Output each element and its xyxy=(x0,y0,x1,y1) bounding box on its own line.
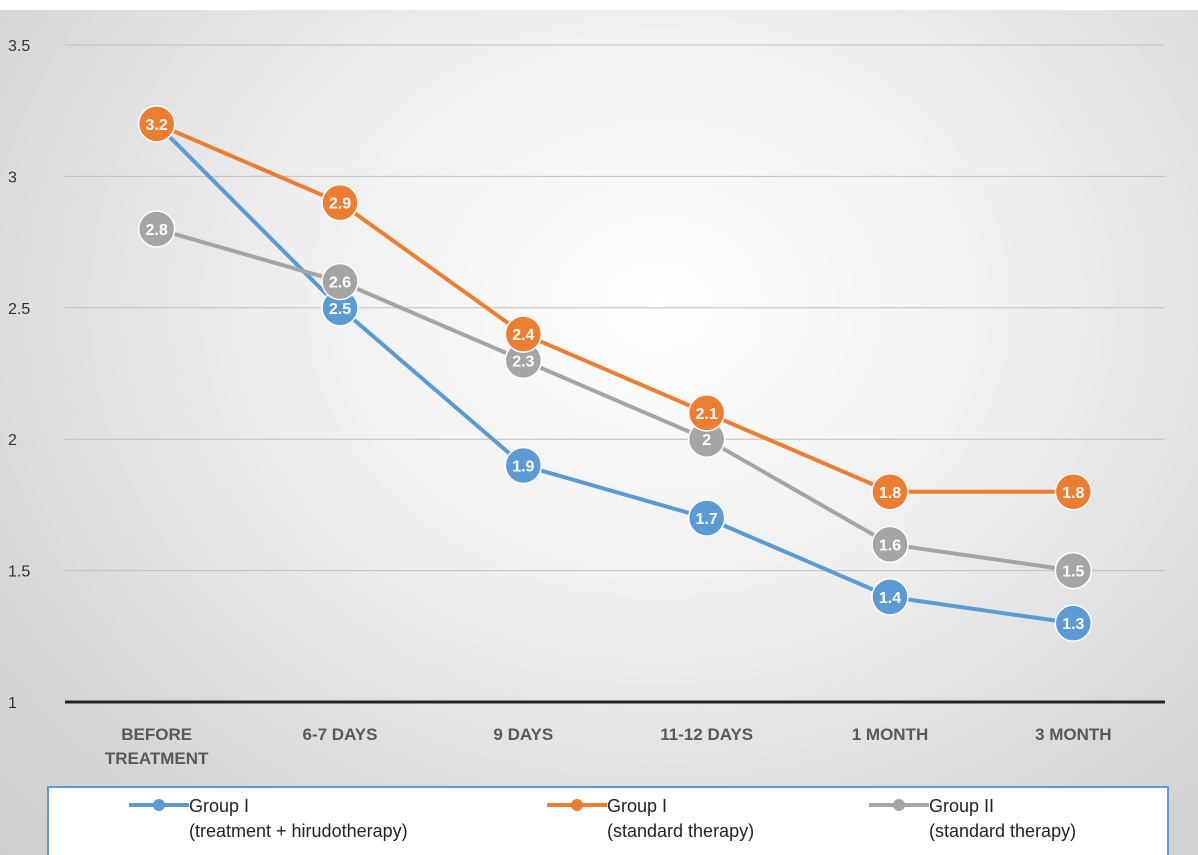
data-point-gray xyxy=(321,262,359,301)
data-label-orange: 1.8 xyxy=(1062,485,1084,502)
data-point-orange xyxy=(504,315,543,353)
y-tick-label: 2 xyxy=(8,432,17,449)
legend-marker-orange xyxy=(547,799,607,811)
data-label-gray: 1.6 xyxy=(879,537,901,554)
legend: Group I (treatment + hirudotherapy) Grou… xyxy=(47,786,1169,855)
y-tick-label: 1.5 xyxy=(8,564,30,581)
data-label-gray: 2.3 xyxy=(512,353,534,370)
data-point-orange xyxy=(137,105,176,143)
data-label-orange: 3.2 xyxy=(146,117,168,134)
data-label-gray: 1.5 xyxy=(1062,564,1084,581)
x-tick-label: 9 DAYS xyxy=(493,725,553,744)
legend-label-line2: (standard therapy) xyxy=(607,821,755,841)
legend-label-line1: Group I xyxy=(189,796,250,816)
legend-label-line2: (treatment + hirudotherapy) xyxy=(189,821,408,841)
data-label-blue: 1.9 xyxy=(512,458,534,475)
data-label-orange: 2.9 xyxy=(329,196,351,213)
x-tick-label: 3 MONTH xyxy=(1035,725,1112,744)
data-point-orange xyxy=(871,473,909,511)
data-label-orange: 1.8 xyxy=(879,485,901,502)
y-tick-label: 1 xyxy=(8,695,17,712)
data-point-gray xyxy=(137,210,176,248)
data-label-blue: 1.3 xyxy=(1062,616,1084,633)
chart-area: 1 1.5 2 2.5 3 3.5 BEFORE TREATMENT 6-7 DAYS 9 DAY… xyxy=(0,10,1198,855)
legend-marker-blue xyxy=(129,799,189,811)
x-tick-label: 6-7 DAYS xyxy=(303,725,378,744)
data-label-blue: 2.5 xyxy=(329,301,351,318)
data-label-orange: 2.4 xyxy=(512,327,534,344)
data-point-orange xyxy=(687,394,726,432)
x-tick-label: BEFORE TREATMENT xyxy=(105,725,209,768)
legend-label-line2: (standard therapy) xyxy=(929,821,1077,841)
x-tick-label: 1 MONTH xyxy=(852,725,929,744)
data-point-orange xyxy=(321,183,359,222)
data-label-gray: 2.6 xyxy=(329,275,351,292)
y-tick-label: 3.5 xyxy=(8,38,30,55)
y-tick-label: 2.5 xyxy=(8,301,30,318)
data-label-gray: 2 xyxy=(702,432,711,449)
data-point-blue xyxy=(871,578,909,616)
data-point-blue xyxy=(687,499,726,537)
data-point-orange xyxy=(1054,473,1093,511)
data-label-gray: 2.8 xyxy=(146,222,168,239)
legend-label-line1: Group I xyxy=(607,796,668,816)
data-point-gray xyxy=(1054,551,1093,590)
legend-label-line1: Group II xyxy=(929,796,995,816)
data-label-orange: 2.1 xyxy=(696,406,718,423)
y-tick-label: 3 xyxy=(8,169,17,186)
x-tick-label: 11-12 DAYS xyxy=(660,725,753,744)
data-label-blue: 1.7 xyxy=(696,511,718,528)
legend-marker-gray xyxy=(869,799,929,811)
series-line-orange xyxy=(155,122,1074,494)
series-line-gray xyxy=(156,227,1074,573)
data-point-blue xyxy=(504,446,543,485)
line-chart: 1 1.5 2 2.5 3 3.5 BEFORE TREATMENT 6-7 DAYS 9 DAY… xyxy=(8,38,1165,768)
data-label-blue: 1.4 xyxy=(879,590,901,607)
data-point-gray xyxy=(871,525,909,564)
series-line-blue xyxy=(155,122,1074,626)
data-point-blue xyxy=(1054,604,1093,642)
